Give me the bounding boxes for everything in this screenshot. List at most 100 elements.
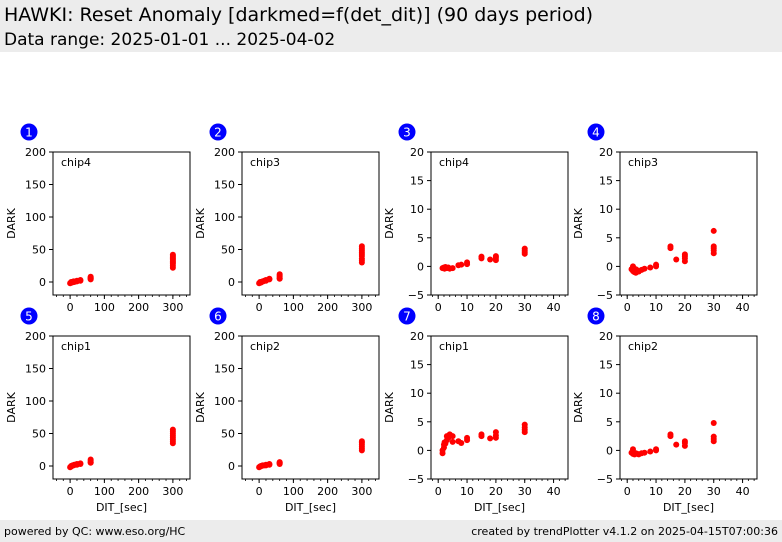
data-point — [667, 243, 674, 250]
plot-panel-4: −5 0 5 10 15 20 0 10 20 30 40 DARK chip3 4 — [572, 123, 758, 314]
data-point — [641, 265, 648, 272]
y-tick-label: 15 — [410, 175, 424, 188]
x-tick-label: 200 — [128, 301, 149, 314]
y-tick-label: 150 — [214, 363, 235, 376]
plot-panel-5: 0 50 100 150 200 0 100 200 300 DARK DIT_[sec] chip1… — [5, 307, 191, 514]
x-tick-label: 200 — [317, 301, 338, 314]
y-tick-label: 10 — [410, 387, 424, 400]
x-tick-label: 10 — [649, 301, 663, 314]
data-point — [358, 243, 365, 250]
y-tick-label: 0 — [417, 260, 424, 273]
data-point — [458, 261, 465, 268]
data-point — [710, 243, 717, 250]
y-tick-label: 5 — [606, 232, 613, 245]
plot-frame — [430, 151, 569, 296]
data-point — [87, 456, 94, 463]
panel-number: 6 — [214, 310, 222, 324]
data-point — [673, 256, 680, 263]
data-point — [449, 438, 456, 445]
chip-label: chip4 — [61, 156, 91, 169]
x-axis-label: DIT_[sec] — [96, 501, 147, 514]
data-point — [521, 421, 528, 428]
x-tick-label: 100 — [283, 485, 304, 498]
y-axis-label: DARK — [194, 391, 207, 422]
y-tick-label: 50 — [32, 244, 46, 257]
plot-frame — [430, 335, 569, 480]
x-tick-label: 10 — [460, 485, 474, 498]
panel-number-badge — [587, 307, 605, 325]
x-tick-label: 300 — [351, 301, 372, 314]
y-tick-label: 0 — [417, 444, 424, 457]
panel-number-badge — [20, 123, 38, 141]
y-tick-label: 100 — [214, 395, 235, 408]
page-title: HAWKI: Reset Anomaly [darkmed=f(det_dit)… — [4, 4, 594, 26]
y-axis-label: DARK — [5, 391, 18, 422]
data-point — [710, 227, 717, 234]
plot-frame — [619, 335, 758, 480]
data-point — [87, 273, 94, 280]
x-tick-label: 200 — [317, 485, 338, 498]
data-point — [667, 431, 674, 438]
y-tick-label: 5 — [606, 416, 613, 429]
data-point — [647, 448, 654, 455]
y-tick-label: 200 — [25, 330, 46, 343]
data-point — [478, 431, 485, 438]
data-point — [464, 434, 471, 441]
y-axis-label: DARK — [194, 207, 207, 238]
x-tick-label: 30 — [518, 301, 532, 314]
y-tick-label: 10 — [599, 203, 613, 216]
plot-panel-2: 0 50 100 150 200 0 100 200 300 DARK chip3 2 — [194, 123, 380, 314]
x-tick-label: 40 — [736, 301, 750, 314]
y-tick-label: 0 — [606, 444, 613, 457]
x-tick-label: 30 — [518, 485, 532, 498]
data-point — [487, 256, 494, 263]
data-point — [673, 441, 680, 448]
x-tick-label: 0 — [67, 485, 74, 498]
plot-frame — [52, 335, 191, 480]
y-tick-label: 50 — [221, 428, 235, 441]
x-tick-label: 100 — [283, 301, 304, 314]
x-tick-label: 30 — [707, 301, 721, 314]
x-tick-label: 0 — [624, 485, 631, 498]
data-range-subtitle: Data range: 2025-01-01 ... 2025-04-02 — [4, 30, 336, 50]
y-tick-label: 50 — [221, 244, 235, 257]
plot-frame — [241, 335, 380, 480]
x-tick-label: 0 — [435, 301, 442, 314]
plot-frame — [241, 151, 380, 296]
y-tick-label: −5 — [408, 473, 424, 486]
y-tick-label: 0 — [39, 460, 46, 473]
panel-number-badge — [398, 307, 416, 325]
data-point — [710, 433, 717, 440]
panel-number-badge — [587, 123, 605, 141]
y-axis-label: DARK — [383, 207, 396, 238]
data-point — [478, 253, 485, 260]
chip-label: chip2 — [628, 340, 658, 353]
y-tick-label: 5 — [417, 232, 424, 245]
y-axis-label: DARK — [383, 391, 396, 422]
x-axis-label: DIT_[sec] — [285, 501, 336, 514]
panel-number: 5 — [25, 310, 33, 324]
footer-created-by: created by trendPlotter v4.1.2 on 2025-0… — [471, 525, 778, 538]
y-tick-label: 0 — [606, 260, 613, 273]
y-tick-label: 0 — [228, 460, 235, 473]
y-tick-label: 0 — [228, 276, 235, 289]
y-tick-label: 150 — [25, 179, 46, 192]
y-axis-label: DARK — [572, 207, 585, 238]
plot-frame — [52, 151, 191, 296]
data-point — [492, 253, 499, 260]
data-point — [458, 439, 465, 446]
panel-number-badge — [398, 123, 416, 141]
y-tick-label: 15 — [410, 359, 424, 372]
data-point — [464, 259, 471, 266]
panel-number: 1 — [25, 126, 33, 140]
y-tick-label: 20 — [599, 146, 613, 159]
data-point — [487, 435, 494, 442]
y-tick-label: 20 — [410, 146, 424, 159]
chip-label: chip2 — [250, 340, 280, 353]
x-axis-label: DIT_[sec] — [474, 501, 525, 514]
x-tick-label: 300 — [162, 485, 183, 498]
y-axis-label: DARK — [572, 391, 585, 422]
chip-label: chip1 — [439, 340, 469, 353]
data-point — [492, 429, 499, 436]
plot-panel-1: 0 50 100 150 200 0 100 200 300 DARK chip4 1 — [5, 123, 191, 314]
